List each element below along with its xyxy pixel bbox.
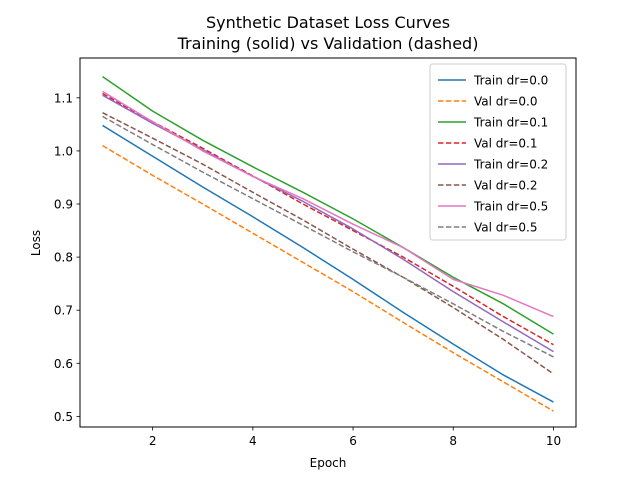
legend-label: Val dr=0.0 — [474, 95, 537, 109]
plot-frame — [79, 57, 577, 428]
y-tick-label: 0.8 — [54, 251, 73, 265]
series-line-2 — [102, 75, 554, 335]
legend-label: Val dr=0.5 — [474, 221, 537, 235]
x-tick-label: 2 — [149, 434, 157, 448]
legend-label: Train dr=0.1 — [473, 116, 548, 130]
y-tick-label: 1.1 — [54, 91, 73, 105]
y-axis: 0.5 0.6 0.7 0.8 0.9 1.0 1.1 — [54, 91, 80, 424]
x-tick-label: 4 — [249, 434, 257, 448]
chart-title: Synthetic Dataset Loss Curves — [206, 13, 450, 32]
series-line-3 — [102, 92, 554, 346]
x-tick-label: 10 — [546, 434, 561, 448]
y-tick-label: 0.9 — [54, 198, 73, 212]
series-line-7 — [102, 115, 554, 358]
legend-box — [429, 63, 567, 241]
y-tick-label: 0.5 — [54, 410, 73, 424]
chart-subtitle: Training (solid) vs Validation (dashed) — [177, 34, 479, 53]
legend-label: Train dr=0.2 — [473, 158, 548, 172]
y-tick-label: 0.6 — [54, 357, 73, 371]
x-axis: 2 4 6 8 10 — [149, 427, 561, 448]
series-line-0 — [102, 124, 554, 403]
y-axis-label: Loss — [29, 230, 43, 256]
series-line-6 — [102, 90, 554, 318]
plot-lines — [102, 75, 554, 412]
y-tick-label: 0.7 — [54, 304, 73, 318]
x-tick-label: 6 — [349, 434, 357, 448]
legend-label: Val dr=0.2 — [474, 179, 537, 193]
series-line-1 — [102, 144, 554, 412]
x-axis-label: Epoch — [310, 456, 347, 470]
series-line-5 — [102, 112, 554, 375]
legend-label: Train dr=0.0 — [473, 74, 548, 88]
legend: Train dr=0.0 Val dr=0.0 Train dr=0.1 Val dr… — [429, 63, 567, 241]
y-tick-label: 1.0 — [54, 144, 73, 158]
legend-label: Val dr=0.1 — [474, 137, 537, 151]
legend-label: Train dr=0.5 — [473, 200, 548, 214]
x-tick-label: 8 — [449, 434, 457, 448]
